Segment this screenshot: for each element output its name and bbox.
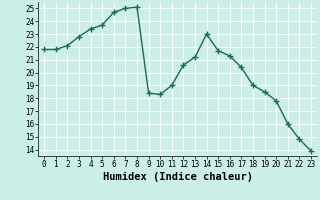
X-axis label: Humidex (Indice chaleur): Humidex (Indice chaleur) (103, 172, 252, 182)
